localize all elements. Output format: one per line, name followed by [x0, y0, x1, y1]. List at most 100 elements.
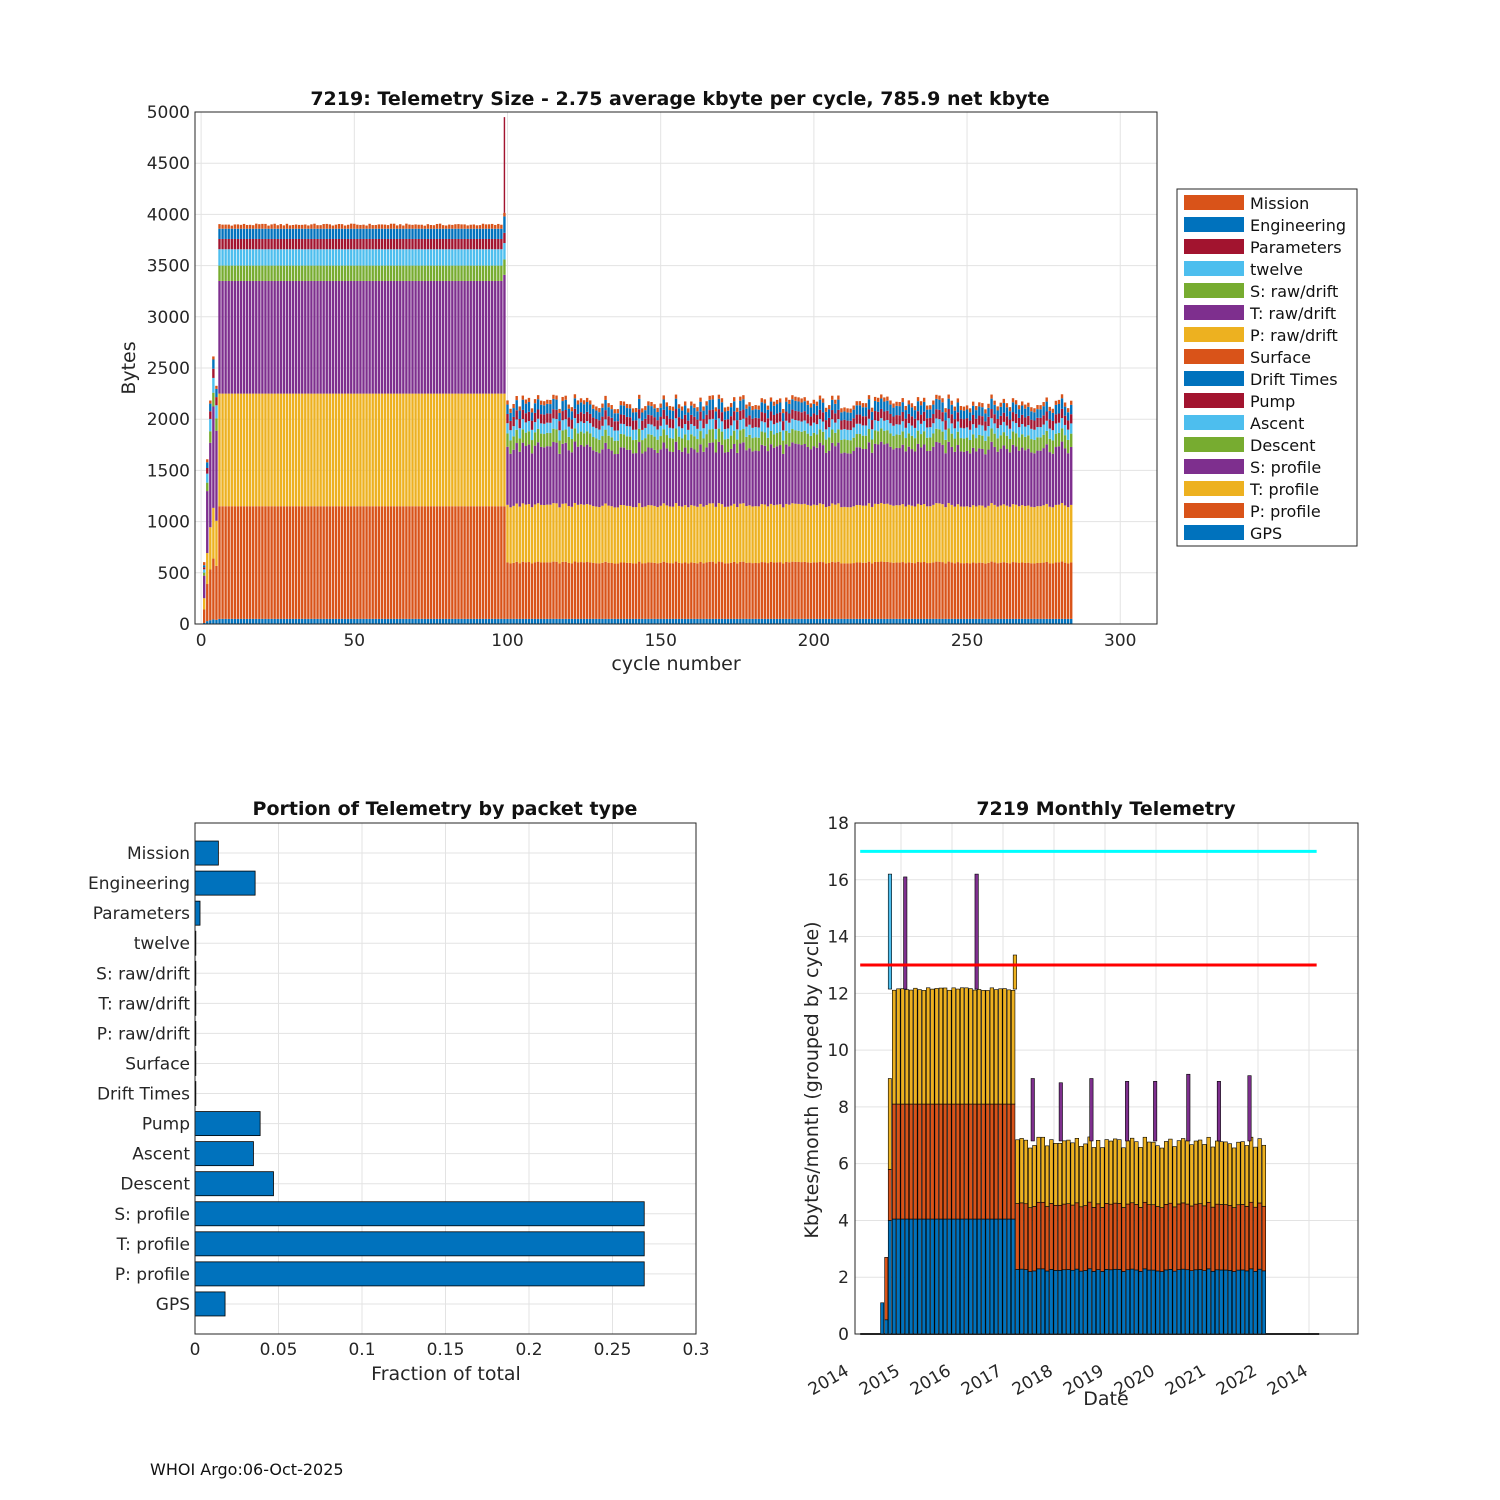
- top-bar-segment: [239, 238, 243, 250]
- top-bar-segment: [638, 618, 641, 624]
- top-bar-segment: [494, 265, 497, 281]
- legend-swatch: [1184, 305, 1244, 320]
- br-bar-segment: [892, 989, 897, 1105]
- top-bar-segment: [497, 223, 500, 229]
- top-bar-segment: [487, 618, 491, 624]
- top-bar-segment: [506, 618, 509, 624]
- top-bar-segment: [328, 280, 331, 394]
- br-bar-segment: [1232, 1271, 1237, 1335]
- top-bar-segment: [368, 265, 371, 281]
- top-bar-segment: [396, 393, 399, 507]
- top-bar-segment: [487, 393, 491, 507]
- top-bar-segment: [929, 450, 932, 507]
- top-bar-segment: [778, 431, 782, 446]
- top-bar-segment: [494, 238, 497, 250]
- br-bar-segment: [1121, 1147, 1126, 1208]
- br-bar-segment: [964, 1218, 969, 1335]
- top-bar-segment: [959, 405, 963, 411]
- top-bar-segment: [880, 408, 883, 419]
- top-bar-segment: [628, 408, 632, 418]
- top-bar-segment: [396, 228, 399, 239]
- top-bar-segment: [595, 618, 598, 624]
- top-bar-segment: [490, 265, 494, 281]
- top-bar-segment: [448, 393, 451, 507]
- top-bar-segment: [429, 265, 433, 281]
- br-bar-segment: [1151, 1269, 1156, 1335]
- top-bar-segment: [230, 393, 233, 507]
- top-bar-segment: [328, 618, 331, 624]
- top-bar-segment: [959, 506, 963, 564]
- top-bar-segment: [420, 618, 423, 624]
- top-bar-segment: [962, 428, 966, 439]
- br-bar-segment: [1198, 1139, 1203, 1204]
- top-bar-segment: [573, 441, 577, 503]
- top-bar-segment: [589, 413, 592, 424]
- top-bar-segment: [334, 506, 338, 619]
- top-bar-segment: [365, 225, 368, 229]
- top-bar-segment: [543, 505, 546, 563]
- top-bar-segment: [313, 249, 316, 266]
- top-bar-segment: [359, 238, 362, 250]
- top-bar-segment: [414, 393, 417, 507]
- br-bar-segment: [1206, 1268, 1211, 1335]
- br-bar-segment: [1100, 1271, 1105, 1335]
- br-bar-segment: [938, 1103, 943, 1220]
- top-bar-segment: [717, 398, 721, 410]
- top-bar-segment: [680, 410, 684, 420]
- top-bar-segment: [766, 451, 770, 507]
- top-bar-segment: [472, 506, 475, 619]
- top-bar-segment: [279, 224, 282, 229]
- bl-ytick-label: Drift Times: [97, 1085, 190, 1105]
- top-bar-segment: [837, 618, 840, 624]
- top-bar-segment: [772, 414, 776, 425]
- top-bar-segment: [907, 404, 911, 414]
- top-bar-segment: [987, 618, 990, 624]
- top-bar-segment: [1060, 502, 1064, 562]
- top-bar-segment: [683, 401, 687, 406]
- top-bar-segment: [806, 562, 809, 619]
- top-bar-segment: [883, 503, 886, 562]
- top-bar-segment: [919, 401, 923, 406]
- top-bar-segment: [898, 415, 901, 425]
- top-bar-segment: [1045, 618, 1048, 624]
- top-bar-segment: [680, 451, 684, 507]
- packet-portion-chart: 0 0.05 0.1 0.15 0.2 0.25 0.3MissionEngineering…: [88, 798, 710, 1385]
- top-bar-segment: [947, 503, 950, 562]
- top-bar-segment: [922, 504, 926, 563]
- top-bar-segment: [386, 618, 390, 624]
- top-bar-segment: [644, 418, 647, 428]
- top-bar-segment: [861, 416, 865, 426]
- top-bar-segment: [432, 618, 436, 624]
- top-bar-segment: [754, 405, 757, 410]
- top-bar-segment: [745, 426, 748, 437]
- top-bar-segment: [1011, 412, 1015, 422]
- top-bar-segment: [377, 224, 381, 229]
- top-bar-segment: [209, 442, 212, 528]
- top-bar-segment: [261, 228, 264, 239]
- top-bar-segment: [242, 393, 246, 507]
- top-bar-segment: [641, 453, 644, 508]
- top-bar-segment: [1048, 438, 1051, 453]
- br-bar-segment: [1074, 1138, 1079, 1204]
- top-bar-segment: [592, 437, 595, 451]
- top-bar-segment: [227, 506, 230, 619]
- top-bar-segment: [530, 429, 534, 441]
- br-bar-segment: [1240, 1269, 1245, 1335]
- top-bar-segment: [775, 422, 779, 434]
- top-bar-segment: [628, 562, 632, 619]
- top-bar-segment: [778, 618, 782, 624]
- top-bar-segment: [680, 618, 684, 624]
- top-bar-segment: [202, 565, 206, 568]
- top-bar-segment: [555, 618, 558, 624]
- top-bar-segment: [408, 249, 411, 266]
- top-bar-segment: [659, 403, 662, 408]
- top-bar-segment: [610, 506, 613, 563]
- top-bar-segment: [582, 562, 586, 619]
- br-bar-segment: [1138, 1271, 1143, 1335]
- top-bar-segment: [472, 238, 475, 250]
- br-bar-segment: [1244, 1270, 1249, 1335]
- br-bar-segment: [904, 1103, 909, 1220]
- top-bar-segment: [530, 408, 534, 413]
- top-bar-segment: [1054, 504, 1058, 563]
- top-bar-segment: [760, 431, 763, 445]
